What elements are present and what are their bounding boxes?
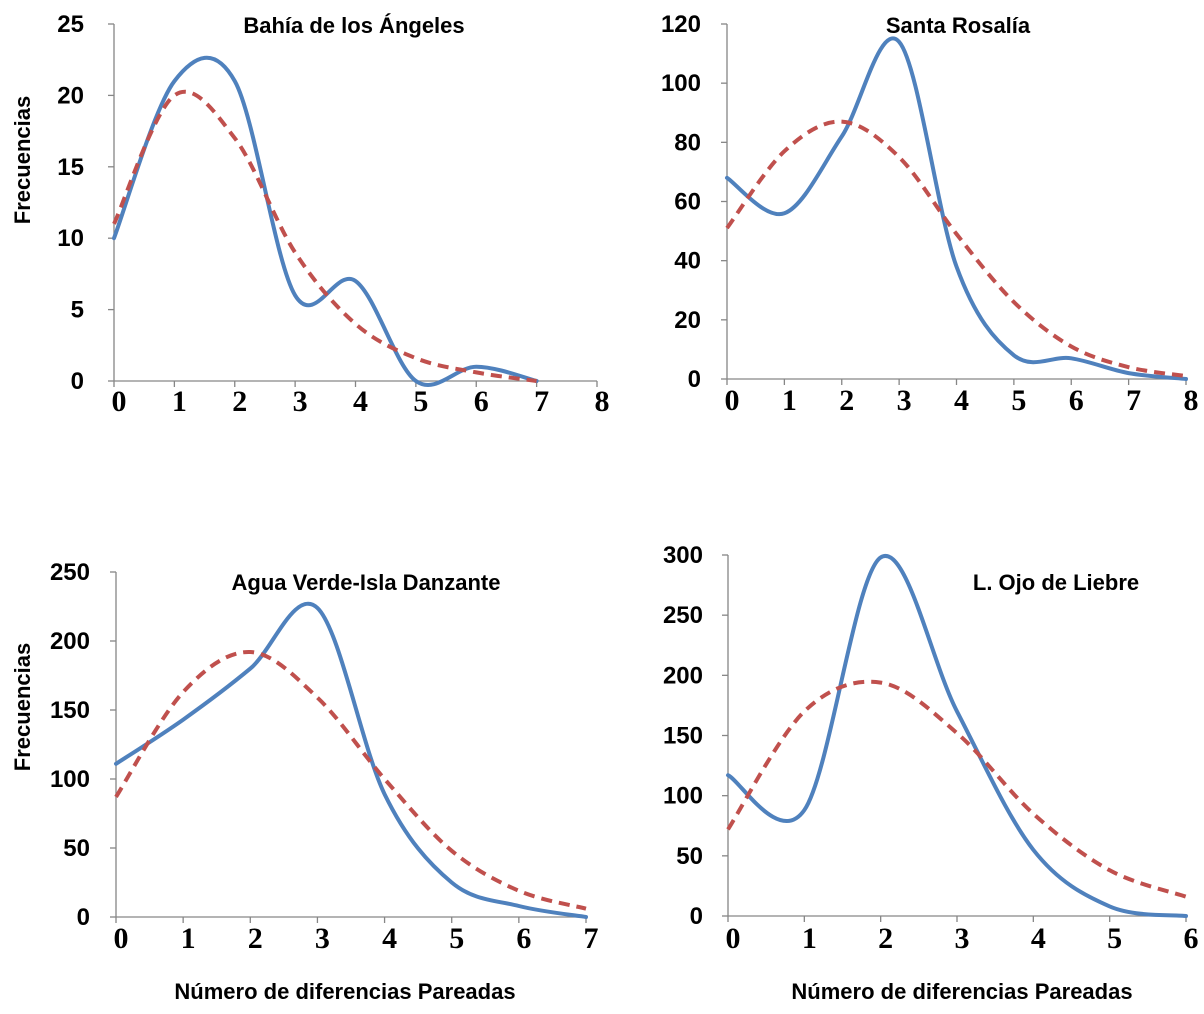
x-axis-label: Número de diferencias Pareadas	[791, 979, 1132, 1004]
y-tick-label: 60	[674, 189, 701, 216]
x-tick-label: 2	[839, 384, 854, 417]
expected-series-line	[725, 119, 1187, 378]
x-tick-label: 1	[172, 385, 187, 418]
observed-series-line	[726, 553, 1188, 918]
x-tick-label: 5	[449, 922, 464, 955]
x-tick-label: 4	[382, 922, 397, 955]
y-tick-label: 80	[674, 129, 701, 156]
series-lines	[112, 55, 539, 387]
y-ticks: 0 20 40 60 80 100 120	[661, 11, 727, 393]
x-tick-label: 5	[413, 385, 428, 418]
expected-series-line	[112, 89, 537, 383]
observed-series-line	[114, 601, 588, 919]
y-tick-label: 50	[63, 835, 90, 862]
x-tick-label: 3	[293, 385, 308, 418]
y-tick-label: 150	[663, 723, 703, 750]
x-tick-label: 5	[1107, 922, 1122, 955]
panel-agua-verde: 0 50 100 150 200 250 0 1 2 3 4 5 6 7 Agua Verde-Isla…	[10, 559, 599, 1004]
y-axis-label: Frecuencias	[10, 96, 35, 224]
y-tick-label: 0	[77, 904, 90, 931]
x-tick-label: 0	[726, 922, 741, 955]
panel-bahia: 0 5 10 15 20 25 0 1 2 3 4 5 6 7 8 Bahía de los Ángele…	[10, 11, 610, 418]
series-lines	[725, 36, 1188, 381]
y-tick-label: 120	[661, 11, 701, 38]
panel-santa-rosalia: 0 20 40 60 80 100 120 0 1 2 3 4 5 6 7 8 Santa Rosalía	[661, 11, 1199, 417]
x-tick-label: 7	[1126, 384, 1141, 417]
series-lines	[114, 601, 588, 919]
y-ticks: 0 50 100 150 200 250 300	[663, 542, 728, 930]
y-tick-label: 100	[663, 783, 703, 810]
x-tick-label: 6	[1184, 922, 1199, 955]
y-tick-label: 20	[57, 82, 84, 109]
x-tick-label: 0	[725, 384, 740, 417]
y-ticks: 0 50 100 150 200 250	[50, 559, 116, 931]
x-tick-label: 4	[1031, 922, 1046, 955]
x-tick-label: 3	[315, 922, 330, 955]
y-tick-label: 25	[57, 11, 84, 38]
expected-series-line	[726, 679, 1187, 899]
chart-title: L. Ojo de Liebre	[973, 570, 1139, 595]
x-tick-label: 2	[232, 385, 247, 418]
y-axis-label: Frecuencias	[10, 643, 35, 771]
panel-ojo-de-liebre: 0 50 100 150 200 250 300 0 1 2 3 4 5 6 L. Ojo de Lie…	[663, 542, 1199, 1004]
y-ticks: 0 5 10 15 20 25	[57, 11, 114, 395]
x-tick-label: 2	[878, 922, 893, 955]
y-tick-label: 300	[663, 542, 703, 569]
y-tick-label: 0	[690, 903, 703, 930]
observed-series-line	[725, 36, 1188, 381]
x-tick-label: 3	[897, 384, 912, 417]
y-tick-label: 250	[663, 602, 703, 629]
x-tick-label: 1	[181, 922, 196, 955]
y-tick-label: 200	[663, 662, 703, 689]
y-tick-label: 5	[71, 297, 84, 324]
x-tick-label: 6	[474, 385, 489, 418]
x-tick-label: 8	[1184, 384, 1199, 417]
x-tick-label: 7	[534, 385, 549, 418]
y-tick-label: 0	[71, 368, 84, 395]
y-tick-label: 150	[50, 697, 90, 724]
y-tick-label: 50	[676, 843, 703, 870]
x-tick-label: 4	[954, 384, 969, 417]
y-tick-label: 100	[50, 766, 90, 793]
x-tick-label: 2	[248, 922, 263, 955]
y-tick-label: 0	[688, 366, 701, 393]
x-axis-label: Número de diferencias Pareadas	[174, 979, 515, 1004]
x-tick-label: 6	[1069, 384, 1084, 417]
x-tick-label: 3	[955, 922, 970, 955]
x-tick-label: 1	[782, 384, 797, 417]
chart-title: Bahía de los Ángeles	[243, 13, 464, 38]
y-tick-label: 40	[674, 248, 701, 275]
observed-series-line	[112, 55, 539, 387]
x-tick-label: 6	[516, 922, 531, 955]
series-lines	[726, 553, 1188, 918]
y-tick-label: 200	[50, 628, 90, 655]
y-tick-label: 10	[57, 225, 84, 252]
x-tick-label: 4	[353, 385, 368, 418]
chart-title: Agua Verde-Isla Danzante	[232, 570, 501, 595]
x-tick-label: 0	[114, 922, 129, 955]
y-tick-label: 250	[50, 559, 90, 586]
chart-title: Santa Rosalía	[886, 13, 1031, 38]
y-tick-label: 15	[57, 154, 84, 181]
x-ticks: 0 1 2 3 4 5 6 7 8	[725, 379, 1199, 417]
x-tick-label: 1	[802, 922, 817, 955]
x-tick-label: 0	[112, 385, 127, 418]
x-tick-label: 7	[584, 922, 599, 955]
x-ticks: 0 1 2 3 4 5 6 7	[114, 917, 599, 955]
x-tick-label: 5	[1011, 384, 1026, 417]
y-tick-label: 100	[661, 70, 701, 97]
y-tick-label: 20	[674, 307, 701, 334]
x-ticks: 0 1 2 3 4 5 6 7 8	[112, 381, 610, 418]
x-ticks: 0 1 2 3 4 5 6	[726, 916, 1199, 955]
x-tick-label: 8	[595, 385, 610, 418]
